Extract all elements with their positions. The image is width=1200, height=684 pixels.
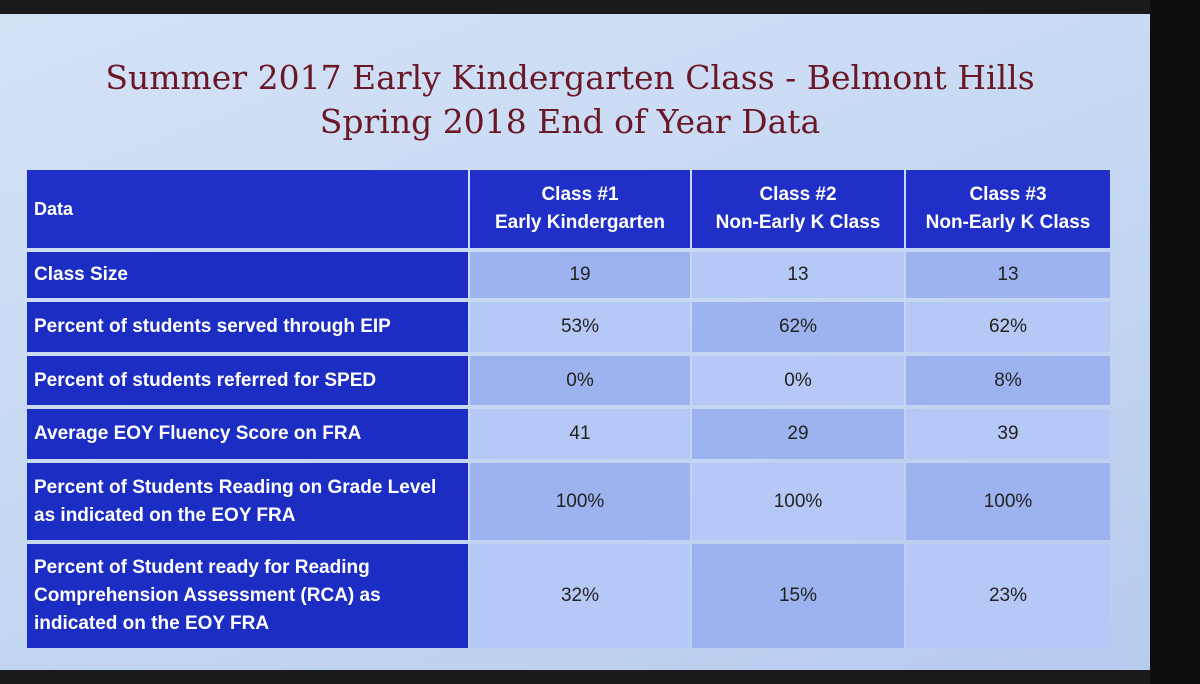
data-cell: 0% — [470, 356, 690, 405]
data-cell: 100% — [906, 463, 1110, 540]
header-text: Non-Early K Class — [925, 212, 1091, 233]
data-cell: 15% — [692, 544, 904, 648]
data-cell: 32% — [470, 544, 690, 648]
row-label: Percent of students referred for SPED — [27, 356, 468, 405]
data-cell: 13 — [906, 252, 1110, 298]
header-cell: Class #2 Non-Early K Class — [692, 170, 904, 248]
row-label: Percent of Students Reading on Grade Lev… — [27, 463, 468, 540]
row-label: Percent of Student ready for Reading Com… — [27, 544, 468, 648]
data-cell: 13 — [692, 252, 904, 298]
title-line: Summer 2017 Early Kindergarten Class - B… — [105, 58, 1035, 97]
header-text: Non-Early K Class — [715, 212, 881, 233]
data-cell: 8% — [906, 356, 1110, 405]
data-cell: 0% — [692, 356, 904, 405]
header-text: Class #3 — [969, 184, 1047, 205]
header-text: Data — [34, 199, 74, 219]
data-cell: 62% — [692, 302, 904, 352]
title-line: Spring 2018 End of Year Data — [319, 102, 821, 141]
data-cell: 41 — [470, 409, 690, 459]
data-cell: 23% — [906, 544, 1110, 648]
row-label: Percent of students served through EIP — [27, 302, 468, 352]
header-cell: Class #3 Non-Early K Class — [906, 170, 1110, 248]
data-cell: 39 — [906, 409, 1110, 459]
slide: Summer 2017 Early Kindergarten Class - B… — [0, 14, 1150, 670]
header-cell: Data — [27, 170, 468, 248]
header-text: Early Kindergarten — [495, 212, 665, 233]
data-cell: 29 — [692, 409, 904, 459]
data-cell: 100% — [470, 463, 690, 540]
bezel — [1150, 0, 1200, 684]
data-cell: 19 — [470, 252, 690, 298]
row-label: Class Size — [27, 252, 468, 298]
header-text: Class #1 — [541, 184, 619, 205]
header-text: Class #2 — [759, 184, 837, 205]
header-cell: Class #1 Early Kindergarten — [470, 170, 690, 248]
data-cell: 100% — [692, 463, 904, 540]
row-label: Average EOY Fluency Score on FRA — [27, 409, 468, 459]
data-cell: 53% — [470, 302, 690, 352]
title: Summer 2017 Early Kindergarten Class - B… — [0, 56, 1140, 144]
data-cell: 62% — [906, 302, 1110, 352]
